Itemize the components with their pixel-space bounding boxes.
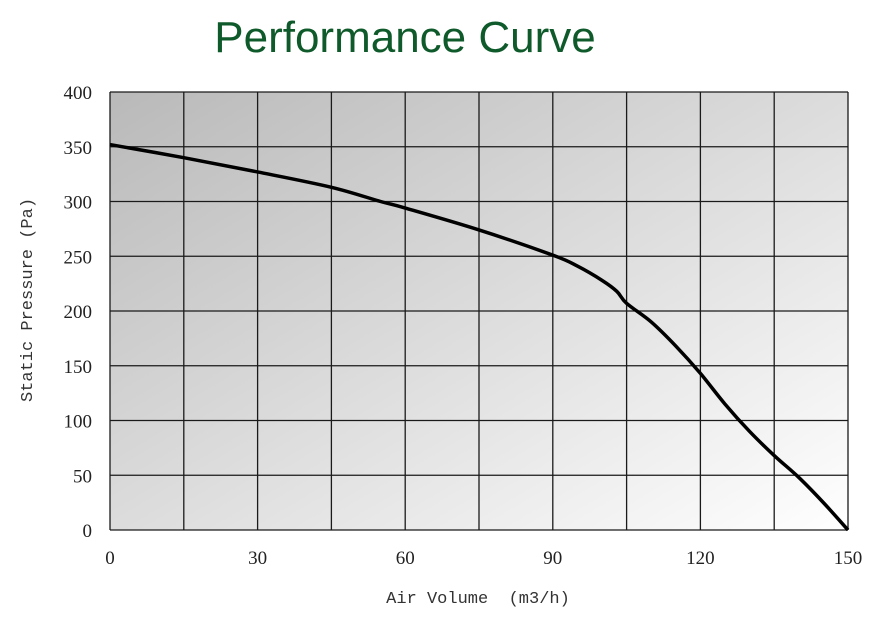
y-tick-label: 200 [64,302,93,323]
y-tick-label: 50 [73,466,92,487]
y-tick-label: 400 [64,83,93,104]
x-tick-label: 90 [543,548,562,569]
y-tick-label: 100 [64,412,93,433]
y-tick-label: 250 [64,247,93,268]
y-tick-label: 350 [64,138,93,159]
x-tick-label: 60 [396,548,415,569]
y-tick-label: 0 [83,521,93,542]
x-tick-label: 0 [105,548,115,569]
y-axis-label: Static Pressure (Pa) [19,198,38,402]
y-tick-label: 150 [64,357,93,378]
x-tick-label: 30 [248,548,267,569]
performance-curve-line [109,142,850,532]
x-tick-label: 120 [686,548,715,569]
y-tick-label: 300 [64,193,93,214]
chart-title: Performance Curve [214,13,595,62]
x-axis-label: Air Volume (m3/h) [386,590,570,609]
x-tick-label: 150 [834,548,863,569]
